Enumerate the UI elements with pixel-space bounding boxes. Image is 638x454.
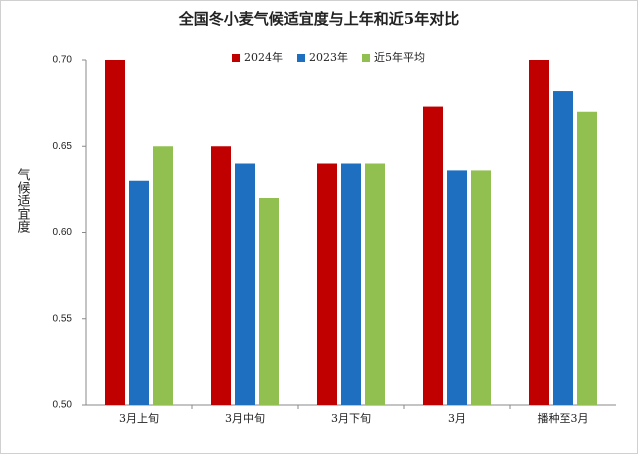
x-tick-label: 3月中旬 — [225, 412, 265, 425]
x-tick-label: 3月下旬 — [331, 412, 371, 425]
legend-label: 近5年平均 — [374, 50, 425, 64]
bar — [129, 180, 149, 405]
legend-swatch — [232, 54, 240, 62]
bar — [553, 91, 573, 406]
bar — [447, 170, 467, 405]
y-tick-label: 0.50 — [53, 400, 73, 411]
bar — [105, 60, 125, 405]
bar — [153, 146, 173, 405]
legend-swatch — [362, 54, 370, 62]
chart-title: 全国冬小麦气候适宜度与上年和近5年对比 — [178, 10, 459, 28]
bar — [529, 60, 549, 405]
y-tick-label: 0.70 — [53, 55, 73, 66]
x-tick-label: 3月上旬 — [119, 412, 159, 425]
bar — [259, 198, 279, 405]
y-axis-label: 气候适宜度 — [15, 167, 31, 233]
y-tick-label: 0.60 — [53, 227, 73, 238]
legend-swatch — [297, 54, 305, 62]
x-tick-label: 播种至3月 — [538, 411, 589, 425]
bar — [317, 163, 337, 405]
y-tick-label: 0.55 — [53, 313, 73, 324]
bar — [471, 170, 491, 405]
bar — [211, 146, 231, 405]
bar — [577, 111, 597, 405]
y-tick-label: 0.65 — [53, 141, 73, 152]
bar — [341, 163, 361, 405]
bar — [365, 163, 385, 405]
legend-label: 2023年 — [309, 50, 348, 64]
bar — [235, 163, 255, 405]
x-tick-label: 3月 — [448, 412, 466, 425]
legend-label: 2024年 — [244, 50, 283, 64]
bar — [423, 106, 443, 405]
